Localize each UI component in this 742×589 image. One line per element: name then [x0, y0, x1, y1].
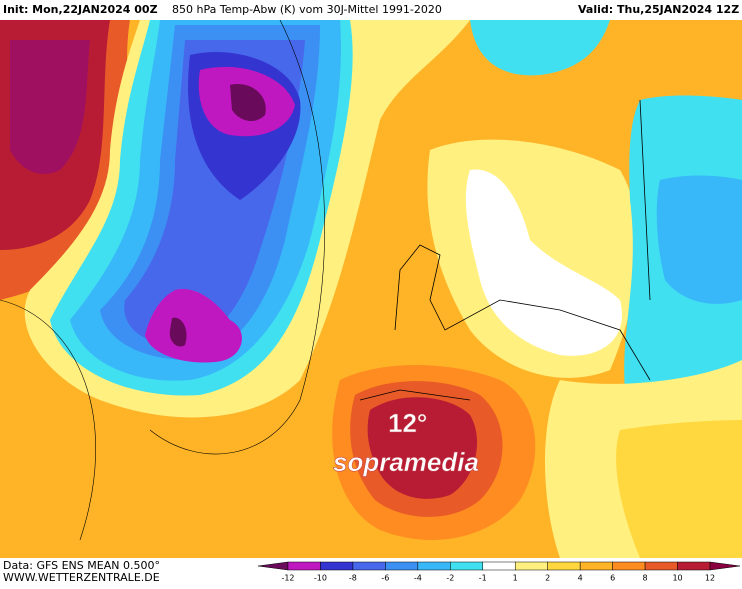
colorbar-label: 2 [545, 574, 550, 583]
colorbar-label: 8 [643, 574, 648, 583]
colorbar-label: 10 [672, 574, 682, 583]
colorbar-swatch [482, 561, 516, 571]
colorbar-label: -10 [314, 574, 327, 583]
colorbar-swatch [579, 561, 613, 571]
colorbar-swatch [450, 561, 484, 571]
colorbar-swatch [514, 561, 548, 571]
valid-label: Valid: Thu,25JAN2024 12Z [578, 3, 739, 16]
colorbar-swatch [709, 561, 741, 571]
colorbar-swatch [547, 561, 581, 571]
map-title: 850 hPa Temp-Abw (K) vom 30J-Mittel 1991… [172, 3, 442, 16]
annotation-text: sopramedia [333, 447, 479, 477]
colorbar-label: 12 [705, 574, 715, 583]
colorbar-swatch [677, 561, 711, 571]
colorbar-label: -1 [479, 574, 487, 583]
annotation-value: 12° [388, 408, 427, 438]
colorbar-label: 6 [610, 574, 615, 583]
colorbar-swatch [612, 561, 646, 571]
colorbar-label: 1 [513, 574, 518, 583]
colorbar-label: -8 [349, 574, 357, 583]
colorbar: -12 -10 -8 -6 -4 -2 -1 1 2 4 6 8 10 12 [257, 561, 741, 583]
colorbar-label: 4 [578, 574, 583, 583]
colorbar-label: -6 [381, 574, 389, 583]
colorbar-swatch [417, 561, 451, 571]
colorbar-swatch [644, 561, 678, 571]
colorbar-label: -2 [446, 574, 454, 583]
map: 12° sopramedia [0, 20, 742, 558]
data-source: Data: GFS ENS MEAN 0.500° [3, 559, 160, 572]
colorbar-swatch [352, 561, 386, 571]
colorbar-swatch [257, 561, 289, 571]
colorbar-swatch [385, 561, 419, 571]
colorbar-label: -4 [414, 574, 422, 583]
website: WWW.WETTERZENTRALE.DE [3, 571, 160, 584]
colorbar-swatch [287, 561, 321, 571]
init-label: Init: Mon,22JAN2024 00Z [3, 3, 158, 16]
colorbar-swatch [320, 561, 354, 571]
colorbar-label: -12 [281, 574, 294, 583]
